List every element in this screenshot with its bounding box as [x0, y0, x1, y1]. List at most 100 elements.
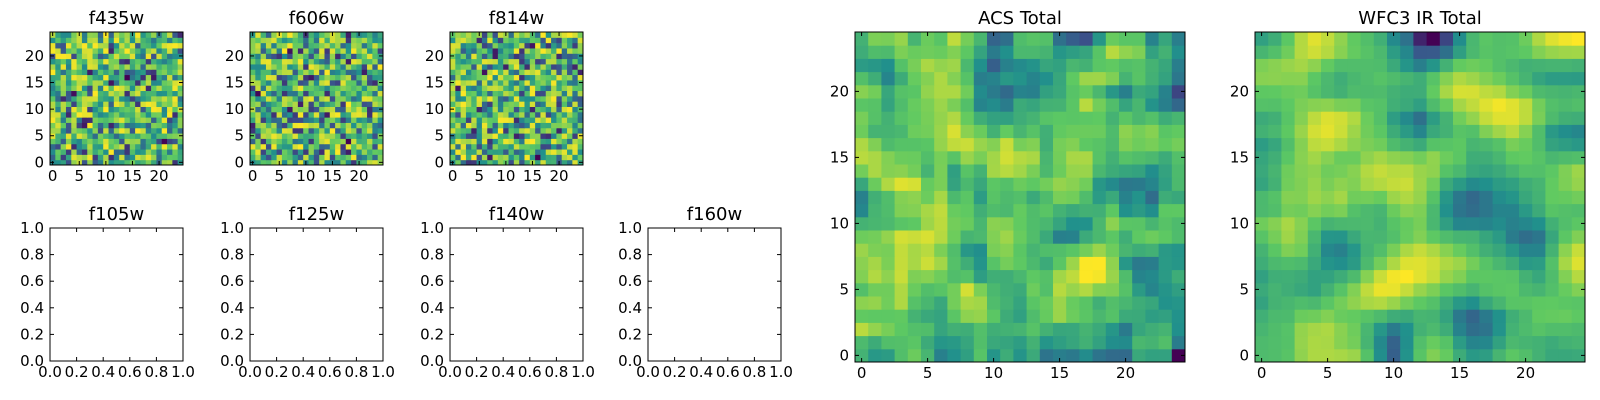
y-tick-label: 15 — [225, 74, 244, 92]
heatmap-cell — [973, 243, 988, 257]
heatmap-cell — [481, 95, 488, 102]
heatmap-cell — [1092, 98, 1107, 112]
heatmap-cell — [260, 149, 267, 155]
heatmap-cell — [1439, 124, 1454, 139]
heatmap-cell — [987, 58, 1001, 73]
heatmap-cell — [465, 53, 472, 60]
heatmap-cell — [471, 122, 478, 129]
heatmap-cell — [1294, 32, 1309, 46]
heatmap-cell — [1053, 111, 1067, 125]
y-tick-label: 0.0 — [420, 352, 444, 370]
heatmap-cell — [145, 85, 152, 92]
heatmap-cell — [947, 150, 962, 165]
heatmap-cell — [87, 37, 94, 44]
heatmap-cell — [1492, 203, 1507, 218]
heatmap-cell — [265, 95, 272, 102]
heatmap-cell — [855, 150, 869, 165]
heatmap-cell — [367, 122, 373, 129]
heatmap-cell — [471, 90, 478, 97]
heatmap-cell — [303, 79, 310, 86]
heatmap-cell — [503, 143, 510, 150]
heatmap-cell — [65, 159, 72, 166]
heatmap-cell — [297, 37, 304, 44]
heatmap-cell — [921, 84, 935, 99]
heatmap-cell — [1039, 230, 1054, 244]
heatmap-cell — [351, 90, 357, 97]
heatmap-cell — [465, 106, 472, 113]
heatmap-cell — [524, 122, 531, 129]
heatmap-cell — [577, 95, 584, 102]
heatmap-cell — [540, 159, 547, 166]
heatmap-cell — [1039, 256, 1054, 271]
heatmap-cell — [1066, 45, 1080, 59]
heatmap-cell — [1519, 32, 1533, 46]
heatmap-cell — [1479, 98, 1494, 112]
heatmap-cell — [503, 74, 510, 81]
heatmap-cell — [129, 95, 136, 102]
heatmap-cell — [572, 79, 579, 86]
heatmap-cell — [1307, 216, 1322, 231]
heatmap-cell — [492, 117, 499, 123]
heatmap-cell — [335, 138, 341, 145]
heatmap-cell — [465, 111, 472, 118]
heatmap-cell — [1519, 124, 1533, 139]
heatmap-cell — [113, 159, 120, 166]
heatmap-cell — [140, 63, 147, 70]
heatmap-cell — [1426, 296, 1441, 310]
heatmap-cell — [1105, 256, 1120, 271]
heatmap-cell — [1307, 58, 1322, 73]
heatmap-cell — [1321, 111, 1335, 125]
heatmap-cell — [1066, 216, 1080, 231]
heatmap-cell — [1255, 98, 1269, 112]
heatmap-cell — [329, 85, 336, 92]
heatmap-cell — [1092, 150, 1107, 165]
heatmap-cell — [1079, 296, 1094, 310]
heatmap-cell — [265, 159, 272, 166]
heatmap-cell — [156, 95, 163, 102]
heatmap-cell — [921, 282, 935, 297]
heatmap-cell — [1281, 177, 1296, 191]
x-tick-label: 0.6 — [318, 363, 342, 381]
heatmap-cell — [287, 53, 294, 60]
heatmap-cell — [1053, 335, 1067, 350]
heatmap-cell — [271, 106, 278, 113]
heatmap-cell — [345, 53, 352, 60]
heatmap-cell — [1171, 322, 1186, 337]
x-tick-label: 0.8 — [344, 363, 368, 381]
heatmap-cell — [1171, 243, 1186, 257]
heatmap-cell — [1532, 309, 1546, 323]
heatmap-cell — [103, 90, 110, 97]
heatmap-cell — [513, 47, 520, 54]
heatmap-cell — [492, 69, 499, 76]
heatmap-cell — [1400, 71, 1414, 86]
heatmap-cell — [1439, 84, 1454, 99]
heatmap-cell — [1479, 177, 1494, 191]
heatmap-cell — [460, 79, 467, 86]
heatmap-cell — [161, 47, 168, 54]
heatmap-cell — [287, 32, 294, 38]
heatmap-cell — [1426, 282, 1441, 297]
heatmap-cell — [1347, 348, 1362, 363]
heatmap-cell — [1387, 98, 1401, 112]
heatmap-cell — [1268, 84, 1282, 99]
heatmap-cell — [1466, 243, 1480, 257]
heatmap-cell — [1013, 309, 1028, 323]
y-tick-label: 15 — [830, 148, 849, 166]
heatmap-cell — [545, 53, 552, 60]
heatmap-cell — [1171, 348, 1186, 363]
heatmap-cell — [167, 95, 173, 102]
heatmap-cell — [367, 42, 373, 49]
heatmap-cell — [855, 282, 869, 297]
heatmap-cell — [103, 117, 110, 123]
heatmap-cell — [1334, 243, 1348, 257]
heatmap-cell — [476, 37, 483, 44]
heatmap-cell — [372, 122, 379, 129]
heatmap-cell — [529, 74, 536, 81]
heatmap-cell — [308, 53, 315, 60]
heatmap-cell — [545, 32, 552, 38]
heatmap-cell — [1571, 243, 1586, 257]
heatmap-cell — [519, 117, 525, 123]
heatmap-cell — [1545, 164, 1560, 178]
heatmap-cell — [303, 127, 310, 134]
heatmap-cell — [297, 159, 304, 166]
